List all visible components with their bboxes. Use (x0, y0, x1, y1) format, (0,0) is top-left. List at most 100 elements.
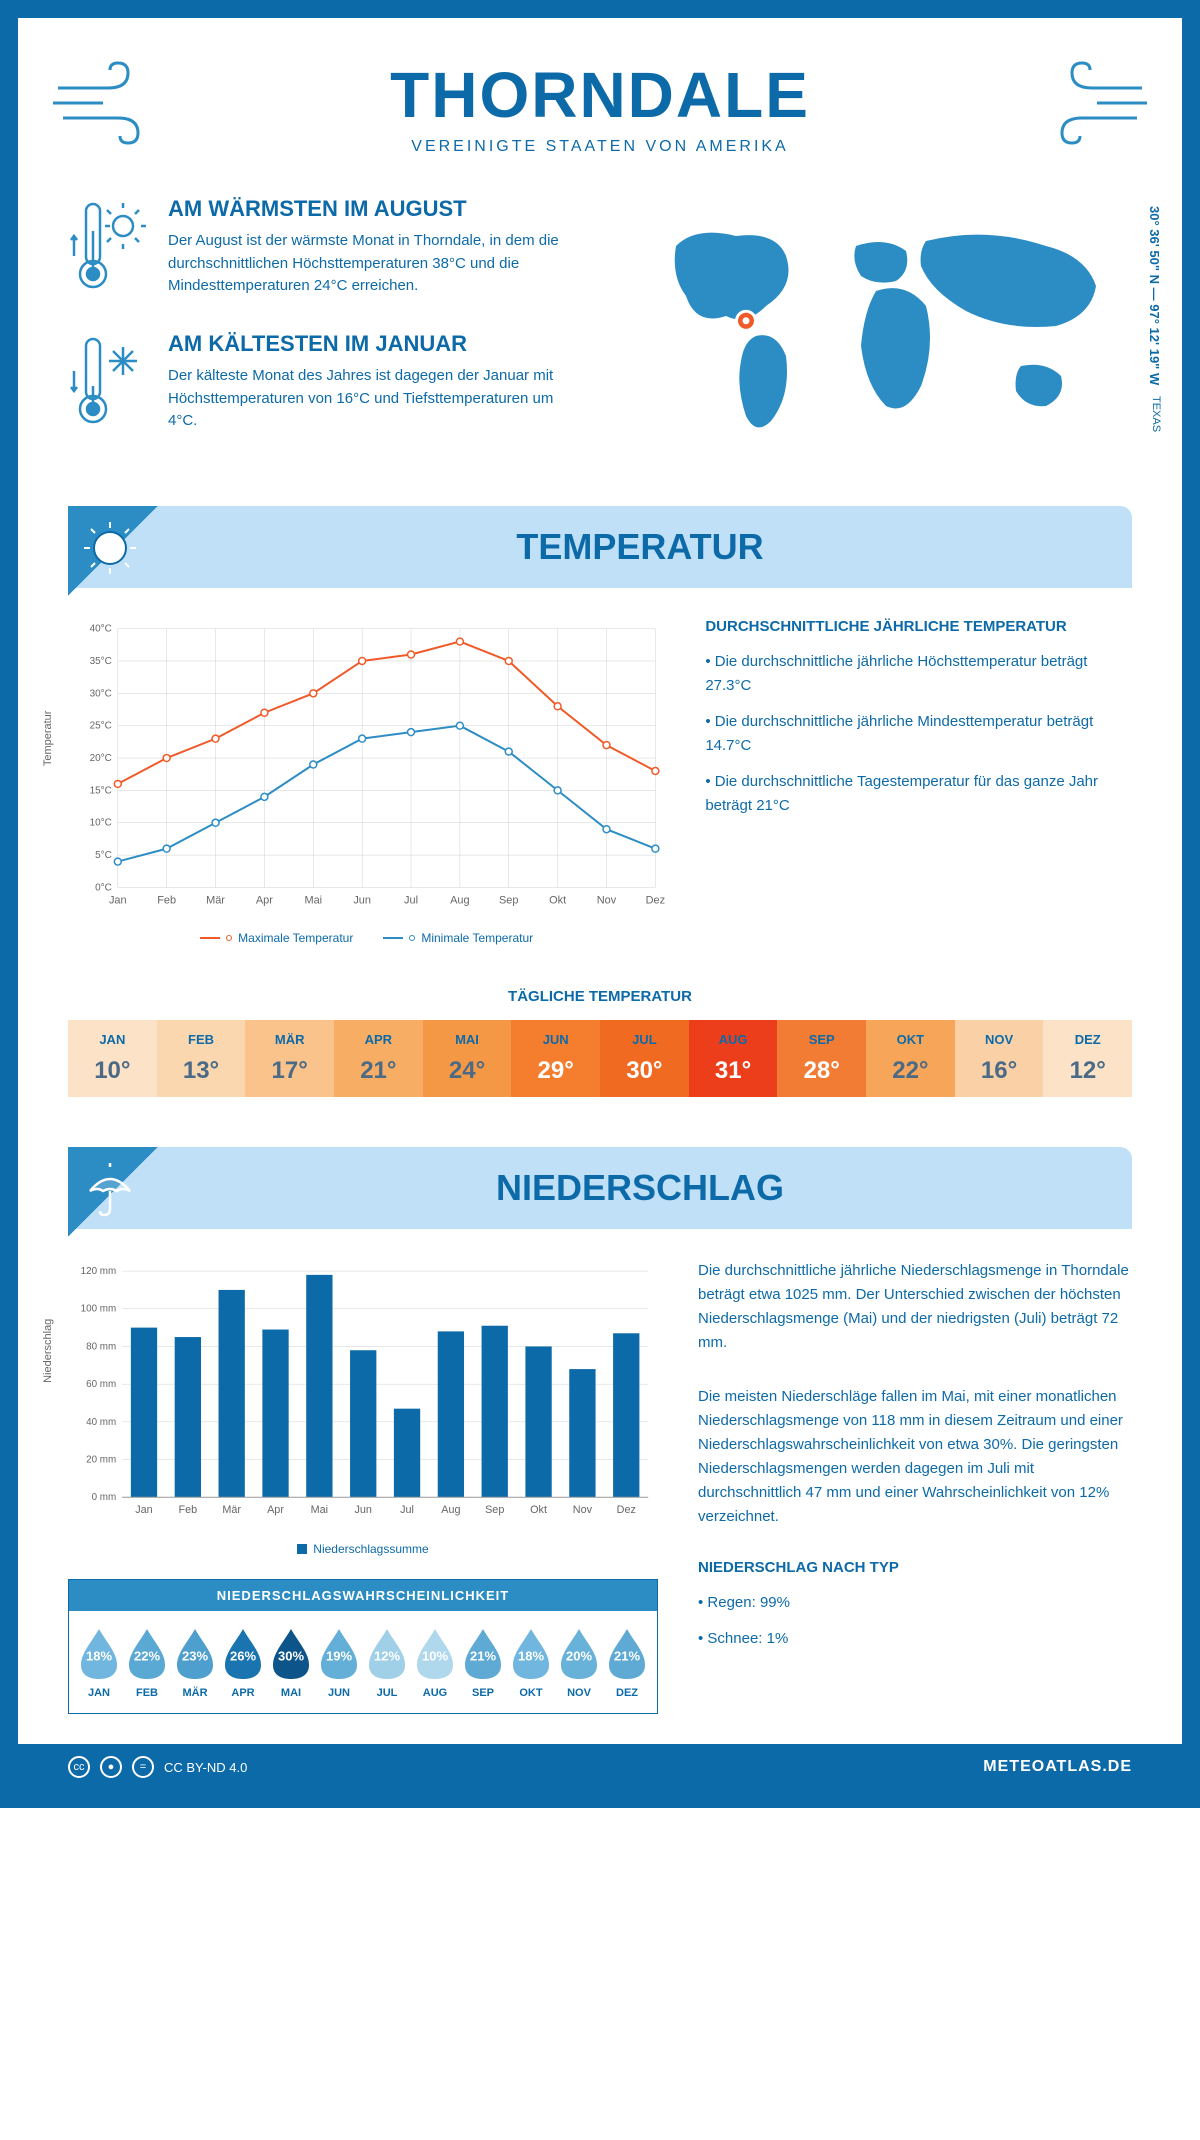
coordinates: 30° 36' 50" N — 97° 12' 19" W (1147, 206, 1162, 385)
probability-drop: 21%SEP (461, 1625, 505, 1699)
temp-cell: APR21° (334, 1020, 423, 1097)
temperature-section-header: TEMPERATUR (68, 506, 1132, 588)
svg-text:Nov: Nov (597, 894, 617, 906)
precipitation-bar-chart: Niederschlag 0 mm20 mm40 mm60 mm80 mm100… (68, 1259, 658, 1559)
y-axis-label: Niederschlag (42, 1319, 54, 1383)
state-label: TEXAS (1150, 396, 1162, 432)
precip-type: • Schnee: 1% (698, 1627, 1132, 1651)
temp-cell: OKT22° (866, 1020, 955, 1097)
thermometer-cold-icon (68, 331, 148, 431)
chart-legend: Niederschlagssumme (68, 1542, 658, 1556)
svg-text:Aug: Aug (450, 894, 469, 906)
probability-title: NIEDERSCHLAGSWAHRSCHEINLICHKEIT (69, 1580, 657, 1611)
svg-text:Jan: Jan (135, 1504, 152, 1516)
y-axis-label: Temperatur (42, 711, 54, 767)
world-map: 30° 36' 50" N — 97° 12' 19" W TEXAS (620, 196, 1132, 466)
svg-text:0°C: 0°C (95, 882, 112, 893)
svg-text:Okt: Okt (549, 894, 566, 906)
probability-drop: 12%JUL (365, 1625, 409, 1699)
svg-text:Sep: Sep (499, 894, 518, 906)
warmest-title: AM WÄRMSTEN IM AUGUST (168, 196, 580, 222)
svg-text:35°C: 35°C (90, 656, 112, 667)
svg-text:100 mm: 100 mm (81, 1304, 117, 1315)
precip-type-title: NIEDERSCHLAG NACH TYP (698, 1559, 1132, 1576)
svg-text:Jul: Jul (404, 894, 418, 906)
svg-text:60 mm: 60 mm (86, 1379, 116, 1390)
daily-temp-title: TÄGLICHE TEMPERATUR (68, 988, 1132, 1005)
probability-drop: 26%APR (221, 1625, 265, 1699)
summary-bullet: • Die durchschnittliche Tagestemperatur … (705, 770, 1132, 818)
temp-cell: NOV16° (955, 1020, 1044, 1097)
svg-text:40°C: 40°C (90, 624, 112, 635)
svg-text:Jan: Jan (109, 894, 127, 906)
svg-text:Mai: Mai (304, 894, 322, 906)
footer: cc ● = CC BY-ND 4.0 METEOATLAS.DE (18, 1744, 1182, 1790)
by-icon: ● (100, 1756, 122, 1778)
brand: METEOATLAS.DE (983, 1758, 1132, 1776)
svg-text:Feb: Feb (179, 1504, 198, 1516)
summary-bullet: • Die durchschnittliche jährliche Höchst… (705, 650, 1132, 698)
warmest-text: Der August ist der wärmste Monat in Thor… (168, 230, 580, 298)
temp-cell: MAI24° (423, 1020, 512, 1097)
coldest-title: AM KÄLTESTEN IM JANUAR (168, 331, 580, 357)
probability-drop: 18%JAN (77, 1625, 121, 1699)
umbrella-icon (80, 1159, 140, 1219)
warmest-fact: AM WÄRMSTEN IM AUGUST Der August ist der… (68, 196, 580, 301)
svg-text:Jul: Jul (400, 1504, 414, 1516)
svg-text:Nov: Nov (573, 1504, 593, 1516)
probability-drop: 18%OKT (509, 1625, 553, 1699)
precipitation-text: Die durchschnittliche jährliche Niedersc… (698, 1259, 1132, 1714)
svg-text:40 mm: 40 mm (86, 1417, 116, 1428)
svg-text:10°C: 10°C (90, 818, 112, 829)
temp-cell: JUL30° (600, 1020, 689, 1097)
infographic-frame: THORNDALE VEREINIGTE STAATEN VON AMERIKA (0, 0, 1200, 1808)
legend-min: Minimale Temperatur (421, 931, 533, 945)
svg-text:0 mm: 0 mm (92, 1492, 117, 1503)
temp-cell: MÄR17° (245, 1020, 334, 1097)
temp-cell: AUG31° (689, 1020, 778, 1097)
svg-text:Sep: Sep (485, 1504, 504, 1516)
temp-cell: JAN10° (68, 1020, 157, 1097)
svg-text:30°C: 30°C (90, 688, 112, 699)
intro-row: AM WÄRMSTEN IM AUGUST Der August ist der… (68, 196, 1132, 466)
probability-drop: 22%FEB (125, 1625, 169, 1699)
summary-bullet: • Die durchschnittliche jährliche Mindes… (705, 710, 1132, 758)
wind-icon (1032, 58, 1152, 148)
probability-drop: 23%MÄR (173, 1625, 217, 1699)
temp-cell: DEZ12° (1043, 1020, 1132, 1097)
probability-drop: 19%JUN (317, 1625, 361, 1699)
svg-text:15°C: 15°C (90, 785, 112, 796)
coldest-fact: AM KÄLTESTEN IM JANUAR Der kälteste Mona… (68, 331, 580, 436)
svg-text:Mär: Mär (206, 894, 225, 906)
license: cc ● = CC BY-ND 4.0 (68, 1756, 247, 1778)
city-title: THORNDALE (68, 58, 1132, 132)
svg-text:120 mm: 120 mm (81, 1266, 117, 1277)
svg-text:80 mm: 80 mm (86, 1341, 116, 1352)
svg-text:Jun: Jun (353, 894, 371, 906)
temperature-title: TEMPERATUR (168, 526, 1112, 568)
nd-icon: = (132, 1756, 154, 1778)
license-text: CC BY-ND 4.0 (164, 1760, 247, 1775)
cc-icon: cc (68, 1756, 90, 1778)
svg-text:20°C: 20°C (90, 753, 112, 764)
precipitation-section-header: NIEDERSCHLAG (68, 1147, 1132, 1229)
svg-text:25°C: 25°C (90, 721, 112, 732)
thermometer-hot-icon (68, 196, 148, 296)
sun-icon (80, 518, 140, 578)
svg-text:20 mm: 20 mm (86, 1455, 116, 1466)
svg-text:Jun: Jun (354, 1504, 371, 1516)
svg-text:Apr: Apr (267, 1504, 284, 1516)
legend-precip: Niederschlagssumme (313, 1542, 428, 1556)
svg-text:Feb: Feb (157, 894, 176, 906)
chart-legend: Maximale Temperatur Minimale Temperatur (68, 931, 665, 945)
svg-text:Dez: Dez (646, 894, 665, 906)
country-subtitle: VEREINIGTE STAATEN VON AMERIKA (68, 138, 1132, 156)
temp-cell: JUN29° (511, 1020, 600, 1097)
daily-temp-strip: JAN10°FEB13°MÄR17°APR21°MAI24°JUN29°JUL3… (68, 1020, 1132, 1097)
precip-paragraph: Die meisten Niederschläge fallen im Mai,… (698, 1385, 1132, 1529)
svg-text:Mai: Mai (311, 1504, 328, 1516)
precip-paragraph: Die durchschnittliche jährliche Niedersc… (698, 1259, 1132, 1355)
temperature-line-chart: Temperatur 0°C5°C10°C15°C20°C25°C30°C35°… (68, 618, 665, 958)
svg-text:5°C: 5°C (95, 850, 112, 861)
coldest-text: Der kälteste Monat des Jahres ist dagege… (168, 365, 580, 433)
